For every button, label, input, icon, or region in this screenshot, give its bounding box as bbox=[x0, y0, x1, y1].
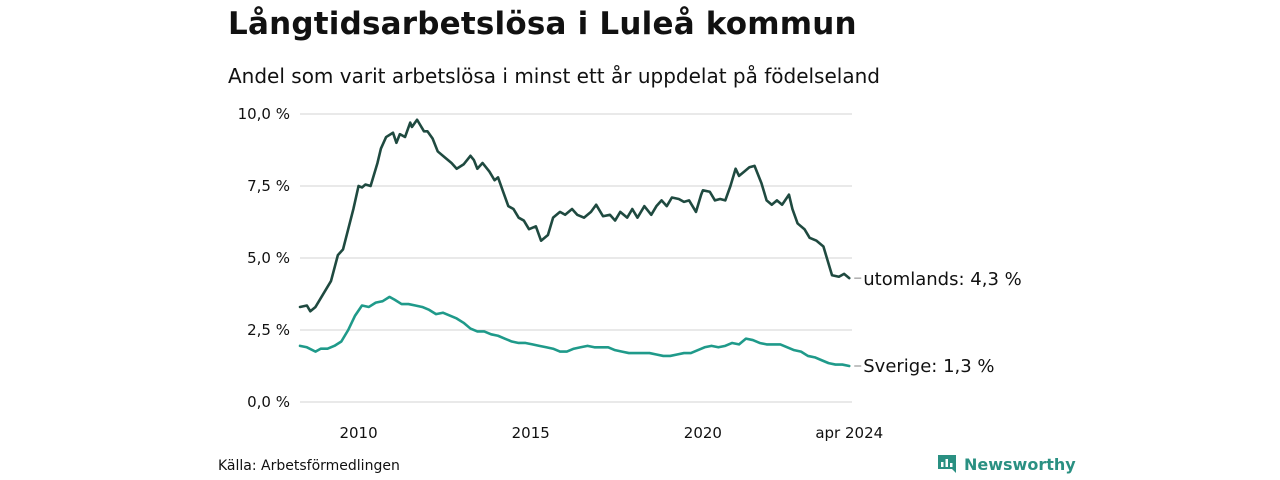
y-axis-ticks: 0,0 % 2,5 % 5,0 % 7,5 % 10,0 % bbox=[238, 105, 290, 411]
x-tick-label: 2010 bbox=[339, 424, 377, 442]
series-end-labels: utomlands: 4,3 % Sverige: 1,3 % bbox=[854, 269, 1022, 377]
newsworthy-logo-icon bbox=[938, 455, 956, 473]
x-axis-ticks: 2010 2015 2020 apr 2024 bbox=[339, 424, 883, 442]
series-line-utomlands bbox=[298, 118, 851, 313]
grid-lines bbox=[300, 113, 852, 403]
x-tick-label: 2020 bbox=[684, 424, 722, 442]
x-tick-label: 2015 bbox=[512, 424, 550, 442]
series-line-sverige bbox=[298, 295, 851, 368]
series-end-label-utomlands: utomlands: 4,3 % bbox=[863, 269, 1022, 290]
chart-subtitle: Andel som varit arbetslösa i minst ett å… bbox=[228, 64, 880, 88]
chart-title: Långtidsarbetslösa i Luleå kommun bbox=[228, 6, 857, 42]
source-note: Källa: Arbetsförmedlingen bbox=[218, 458, 400, 474]
x-tick-label: apr 2024 bbox=[815, 424, 883, 442]
brand-name: Newsworthy bbox=[964, 454, 1076, 474]
series-end-label-sverige: Sverige: 1,3 % bbox=[863, 356, 994, 377]
series-lines bbox=[298, 118, 851, 368]
brand-logo: Newsworthy bbox=[937, 454, 1076, 474]
y-tick-label: 7,5 % bbox=[247, 177, 290, 195]
y-tick-label: 2,5 % bbox=[247, 321, 290, 339]
y-tick-label: 0,0 % bbox=[247, 393, 290, 411]
y-tick-label: 5,0 % bbox=[247, 249, 290, 267]
y-tick-label: 10,0 % bbox=[238, 105, 290, 123]
